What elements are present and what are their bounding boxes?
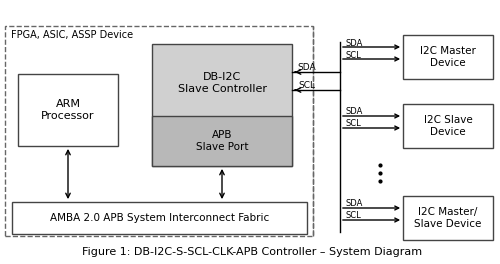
Text: SDA: SDA <box>346 200 364 209</box>
Text: SCL: SCL <box>298 82 315 91</box>
Text: SCL: SCL <box>346 211 362 220</box>
Text: SDA: SDA <box>297 64 316 73</box>
Text: SCL: SCL <box>346 120 362 129</box>
Text: SDA: SDA <box>346 39 364 48</box>
Bar <box>152 44 292 166</box>
Text: FPGA, ASIC, ASSP Device: FPGA, ASIC, ASSP Device <box>11 30 133 40</box>
Bar <box>403 104 493 148</box>
Text: APB
Slave Port: APB Slave Port <box>196 130 248 152</box>
Text: ARM
Processor: ARM Processor <box>41 99 95 121</box>
Text: DB-I2C
Slave Controller: DB-I2C Slave Controller <box>178 72 266 94</box>
Text: Figure 1: DB-I2C-S-SCL-CLK-APB Controller – System Diagram: Figure 1: DB-I2C-S-SCL-CLK-APB Controlle… <box>82 247 422 257</box>
Bar <box>5 26 313 236</box>
Bar <box>152 116 292 166</box>
Text: I2C Master/
Slave Device: I2C Master/ Slave Device <box>414 207 482 229</box>
Text: I2C Slave
Device: I2C Slave Device <box>424 115 472 137</box>
Bar <box>18 74 118 146</box>
Text: AMBA 2.0 APB System Interconnect Fabric: AMBA 2.0 APB System Interconnect Fabric <box>50 213 269 223</box>
Text: SDA: SDA <box>346 107 364 116</box>
Bar <box>403 196 493 240</box>
Text: I2C Master
Device: I2C Master Device <box>420 46 476 68</box>
Text: SCL: SCL <box>346 50 362 59</box>
Bar <box>12 202 307 234</box>
Bar <box>403 35 493 79</box>
